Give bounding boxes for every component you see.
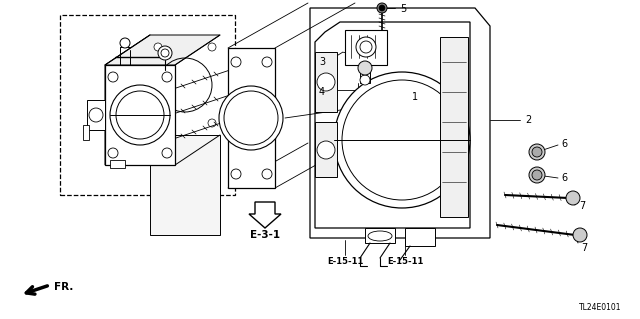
Polygon shape bbox=[315, 22, 470, 228]
Ellipse shape bbox=[529, 144, 545, 160]
Bar bbox=[87, 100, 105, 130]
Ellipse shape bbox=[231, 57, 241, 67]
Text: 4: 4 bbox=[319, 87, 325, 97]
Text: 5: 5 bbox=[400, 4, 406, 14]
Ellipse shape bbox=[161, 49, 169, 57]
Bar bbox=[315, 122, 337, 177]
Ellipse shape bbox=[573, 228, 587, 242]
Ellipse shape bbox=[360, 75, 370, 85]
Ellipse shape bbox=[358, 61, 372, 75]
Ellipse shape bbox=[108, 72, 118, 82]
Ellipse shape bbox=[154, 43, 162, 51]
Ellipse shape bbox=[262, 57, 272, 67]
Ellipse shape bbox=[219, 86, 283, 150]
Bar bbox=[345, 30, 387, 65]
Ellipse shape bbox=[532, 170, 542, 180]
Polygon shape bbox=[105, 35, 220, 65]
Bar bbox=[440, 37, 468, 217]
Text: 7: 7 bbox=[581, 243, 587, 253]
Bar bbox=[105, 65, 175, 165]
Ellipse shape bbox=[368, 231, 392, 241]
Bar bbox=[150, 135, 220, 235]
Ellipse shape bbox=[377, 3, 387, 13]
Ellipse shape bbox=[208, 119, 216, 127]
Bar bbox=[365, 228, 395, 243]
Ellipse shape bbox=[108, 148, 118, 158]
Text: 1: 1 bbox=[412, 92, 418, 102]
Text: E-15-11: E-15-11 bbox=[387, 257, 423, 266]
Ellipse shape bbox=[158, 46, 172, 60]
Ellipse shape bbox=[360, 41, 372, 53]
Ellipse shape bbox=[120, 38, 130, 48]
Ellipse shape bbox=[379, 5, 385, 11]
Ellipse shape bbox=[208, 43, 216, 51]
Ellipse shape bbox=[356, 37, 376, 57]
Text: FR.: FR. bbox=[54, 282, 74, 292]
Ellipse shape bbox=[532, 147, 542, 157]
Text: 2: 2 bbox=[525, 115, 531, 125]
Ellipse shape bbox=[262, 169, 272, 179]
Ellipse shape bbox=[334, 72, 470, 208]
Text: TL24E0101: TL24E0101 bbox=[579, 302, 621, 311]
Ellipse shape bbox=[89, 108, 103, 122]
Ellipse shape bbox=[317, 141, 335, 159]
Text: 6: 6 bbox=[561, 173, 567, 183]
Ellipse shape bbox=[110, 85, 170, 145]
Polygon shape bbox=[249, 202, 281, 228]
Ellipse shape bbox=[566, 191, 580, 205]
Bar bbox=[110, 160, 125, 168]
Ellipse shape bbox=[162, 72, 172, 82]
Text: 6: 6 bbox=[561, 139, 567, 149]
Bar bbox=[315, 52, 337, 112]
Text: 7: 7 bbox=[579, 201, 585, 211]
Polygon shape bbox=[105, 35, 150, 165]
Bar bbox=[405, 228, 435, 246]
Text: E-3-1: E-3-1 bbox=[250, 230, 280, 240]
Ellipse shape bbox=[231, 169, 241, 179]
Ellipse shape bbox=[529, 167, 545, 183]
Ellipse shape bbox=[154, 119, 162, 127]
Text: 3: 3 bbox=[319, 57, 325, 67]
Ellipse shape bbox=[162, 148, 172, 158]
Bar bbox=[83, 125, 89, 140]
Bar bbox=[360, 65, 370, 83]
Bar bbox=[60, 15, 235, 195]
Bar bbox=[228, 48, 275, 188]
Ellipse shape bbox=[317, 73, 335, 91]
Text: E-15-11: E-15-11 bbox=[327, 257, 363, 266]
